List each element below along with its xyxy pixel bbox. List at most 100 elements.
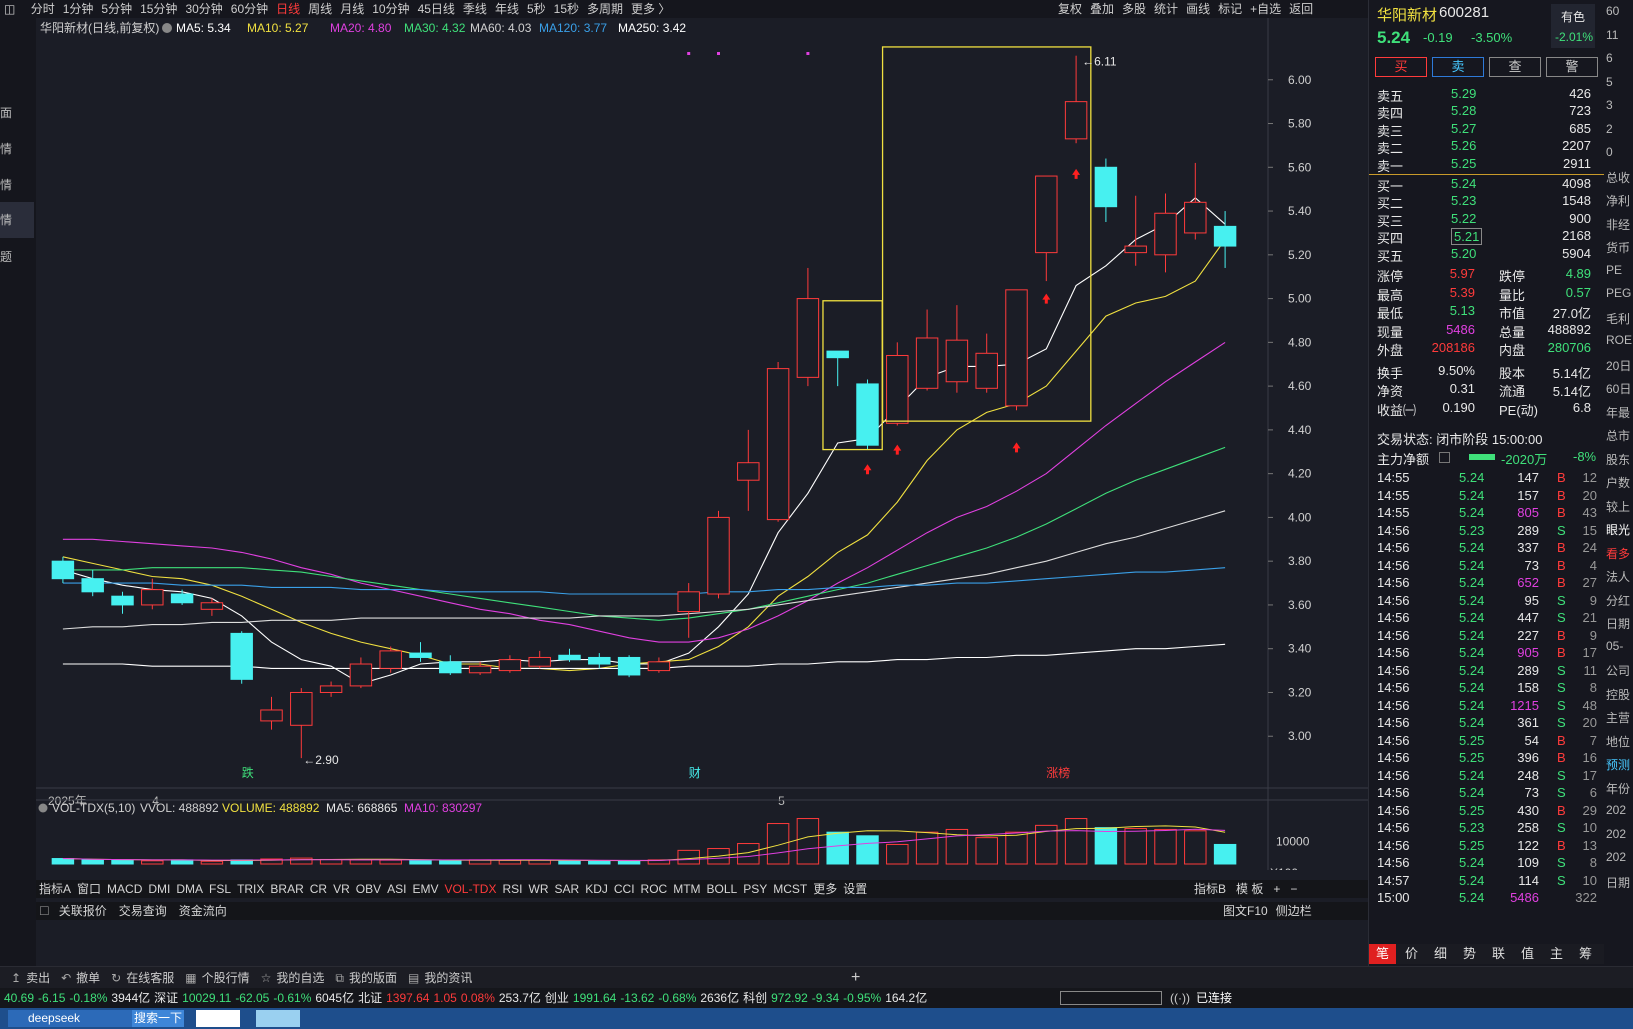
ask-row[interactable]: 卖一 5.25 2911 [1377,156,1597,174]
candle[interactable] [290,688,313,759]
candle[interactable] [1124,195,1147,266]
toolbar-button[interactable]: +自选 [1250,2,1282,16]
panel-toggle-icon[interactable]: ☐ [39,904,50,918]
toolbar-button[interactable]: 复权 [1058,2,1083,16]
quote-bottom-tab[interactable]: 细 [1433,946,1447,961]
candle[interactable] [1035,175,1058,282]
candle[interactable] [1094,158,1118,222]
period-tab[interactable]: 1分钟 [62,2,94,16]
indicator-tab[interactable]: EMV [412,882,439,896]
candle[interactable] [498,655,522,673]
candle[interactable] [856,379,879,450]
candle[interactable] [677,583,700,638]
candle[interactable] [379,646,402,673]
indicator-tab[interactable]: MTM [673,882,701,896]
toolbar-button[interactable]: 统计 [1154,2,1179,16]
trade-button[interactable]: 买 [1375,57,1427,77]
indicator-tab[interactable]: VR [333,882,350,896]
indicator-tab[interactable]: FSL [209,882,232,896]
indicator-tab[interactable]: SAR [554,882,580,896]
candle[interactable] [141,578,164,610]
indicator-tab[interactable]: ASI [387,882,407,896]
indicator-tab[interactable]: 窗口 [77,882,102,896]
indicator-tab[interactable]: 指标A [39,882,72,896]
status-item[interactable]: 在线客服 [126,971,175,985]
ask-row[interactable]: 卖二 5.26 2207 [1377,138,1597,156]
candle[interactable] [886,342,909,426]
info-tab[interactable]: 交易查询 [118,904,167,918]
bid-row[interactable]: 买四 5.21 2168 [1377,228,1597,246]
window-icon[interactable]: ◫ [4,2,16,16]
bid-row[interactable]: 买五 5.20 5904 [1377,246,1597,264]
period-tab[interactable]: 月线 [340,2,365,16]
quote-bottom-tab[interactable]: 主 [1549,946,1563,961]
quote-bottom-tab[interactable]: 势 [1462,946,1476,961]
indicator-tab[interactable]: MCST [773,882,808,896]
candle[interactable] [558,648,581,662]
bid-row[interactable]: 买三 5.22 900 [1377,211,1597,229]
info-right-button[interactable]: 侧边栏 [1275,904,1312,918]
candle[interactable] [230,631,253,684]
quote-bottom-tab[interactable]: 笔 [1369,944,1396,964]
ask-row[interactable]: 卖三 5.27 685 [1377,121,1597,139]
candle[interactable] [1154,193,1177,273]
candle[interactable] [200,598,224,616]
ask-row[interactable]: 卖五 5.29 426 [1377,86,1597,104]
indicator-tab[interactable]: MACD [107,882,143,896]
period-tab[interactable]: 日线 [276,2,301,16]
indicator-tab[interactable]: KDJ [585,882,608,896]
toolbar-button[interactable]: 标记 [1218,2,1243,16]
add-button[interactable]: + [851,969,861,986]
indicator-tab[interactable]: PSY [743,882,768,896]
left-nav-item[interactable]: 面 [0,106,13,120]
period-tab[interactable]: 年线 [494,2,519,16]
left-nav-item[interactable]: 情 [0,202,34,238]
candle[interactable] [796,267,820,387]
candle[interactable] [349,657,373,689]
toolbar-button[interactable]: 多股 [1122,2,1147,16]
status-item[interactable]: 撤单 [76,971,101,985]
quote-bottom-tab[interactable]: 价 [1404,946,1418,961]
status-item[interactable]: 个股行情 [201,971,250,985]
indicator-tab[interactable]: 设置 [843,882,868,896]
indicator-tab[interactable]: ROC [640,882,668,896]
period-tab[interactable]: 周线 [308,2,333,16]
indicator-right-button[interactable]: − [1290,882,1298,896]
candle[interactable] [826,350,849,387]
left-nav-item[interactable]: 题 [0,250,13,264]
info-tab[interactable]: 关联报价 [58,904,107,918]
indicator-tab[interactable]: CR [309,882,328,896]
candle[interactable] [1064,55,1088,144]
candle[interactable] [111,591,134,614]
indicator-tab[interactable]: VOL-TDX [444,882,497,896]
candle[interactable] [766,362,790,522]
left-nav-item[interactable]: 情 [0,142,13,156]
selection-box-large[interactable] [881,46,1092,422]
status-item[interactable]: 我的版面 [348,971,397,985]
quote-bottom-tab[interactable]: 联 [1491,946,1505,961]
quote-bottom-tab[interactable]: 筹 [1578,946,1592,961]
taskbar-app[interactable]: deepseek [8,1010,148,1027]
settings-icon[interactable] [162,23,172,33]
candle[interactable] [528,650,551,669]
period-tab[interactable]: 多周期 [587,2,624,16]
candle[interactable] [409,642,432,662]
bid-row[interactable]: 买一 5.24 4098 [1377,176,1597,194]
indicator-tab[interactable]: WR [528,882,549,896]
toolbar-button[interactable]: 返回 [1289,2,1314,16]
candle[interactable] [737,429,760,511]
period-tab[interactable]: 60分钟 [230,2,269,16]
candle[interactable] [319,681,343,697]
indicator-tab[interactable]: BOLL [706,882,738,896]
info-right-button[interactable]: 图文F10 [1223,904,1268,918]
period-tab[interactable]: 5秒 [526,2,546,16]
info-tab[interactable]: 资金流向 [178,904,227,918]
taskbar-app-icon[interactable] [196,1010,240,1027]
toolbar-button[interactable]: 叠加 [1090,2,1115,16]
indicator-tab[interactable]: OBV [355,882,382,896]
status-item[interactable]: 我的自选 [276,971,325,985]
period-tab[interactable]: 5分钟 [101,2,133,16]
taskbar-app-icon-2[interactable] [256,1010,300,1027]
candle[interactable] [81,569,104,597]
candle[interactable] [260,696,283,730]
